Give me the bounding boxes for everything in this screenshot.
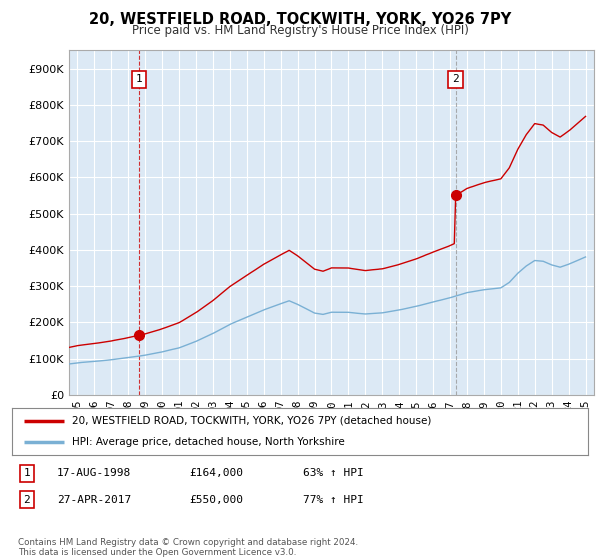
- Text: 2: 2: [452, 74, 459, 85]
- Text: 27-APR-2017: 27-APR-2017: [57, 494, 131, 505]
- Text: HPI: Average price, detached house, North Yorkshire: HPI: Average price, detached house, Nort…: [73, 437, 345, 447]
- Text: £550,000: £550,000: [189, 494, 243, 505]
- Text: 17-AUG-1998: 17-AUG-1998: [57, 468, 131, 478]
- Text: Price paid vs. HM Land Registry's House Price Index (HPI): Price paid vs. HM Land Registry's House …: [131, 24, 469, 37]
- Text: 1: 1: [23, 468, 31, 478]
- Text: 77% ↑ HPI: 77% ↑ HPI: [303, 494, 364, 505]
- Text: 20, WESTFIELD ROAD, TOCKWITH, YORK, YO26 7PY: 20, WESTFIELD ROAD, TOCKWITH, YORK, YO26…: [89, 12, 511, 27]
- Text: £164,000: £164,000: [189, 468, 243, 478]
- Text: 1: 1: [136, 74, 142, 85]
- Text: Contains HM Land Registry data © Crown copyright and database right 2024.
This d: Contains HM Land Registry data © Crown c…: [18, 538, 358, 557]
- Text: 2: 2: [23, 494, 31, 505]
- Text: 63% ↑ HPI: 63% ↑ HPI: [303, 468, 364, 478]
- Text: 20, WESTFIELD ROAD, TOCKWITH, YORK, YO26 7PY (detached house): 20, WESTFIELD ROAD, TOCKWITH, YORK, YO26…: [73, 416, 432, 426]
